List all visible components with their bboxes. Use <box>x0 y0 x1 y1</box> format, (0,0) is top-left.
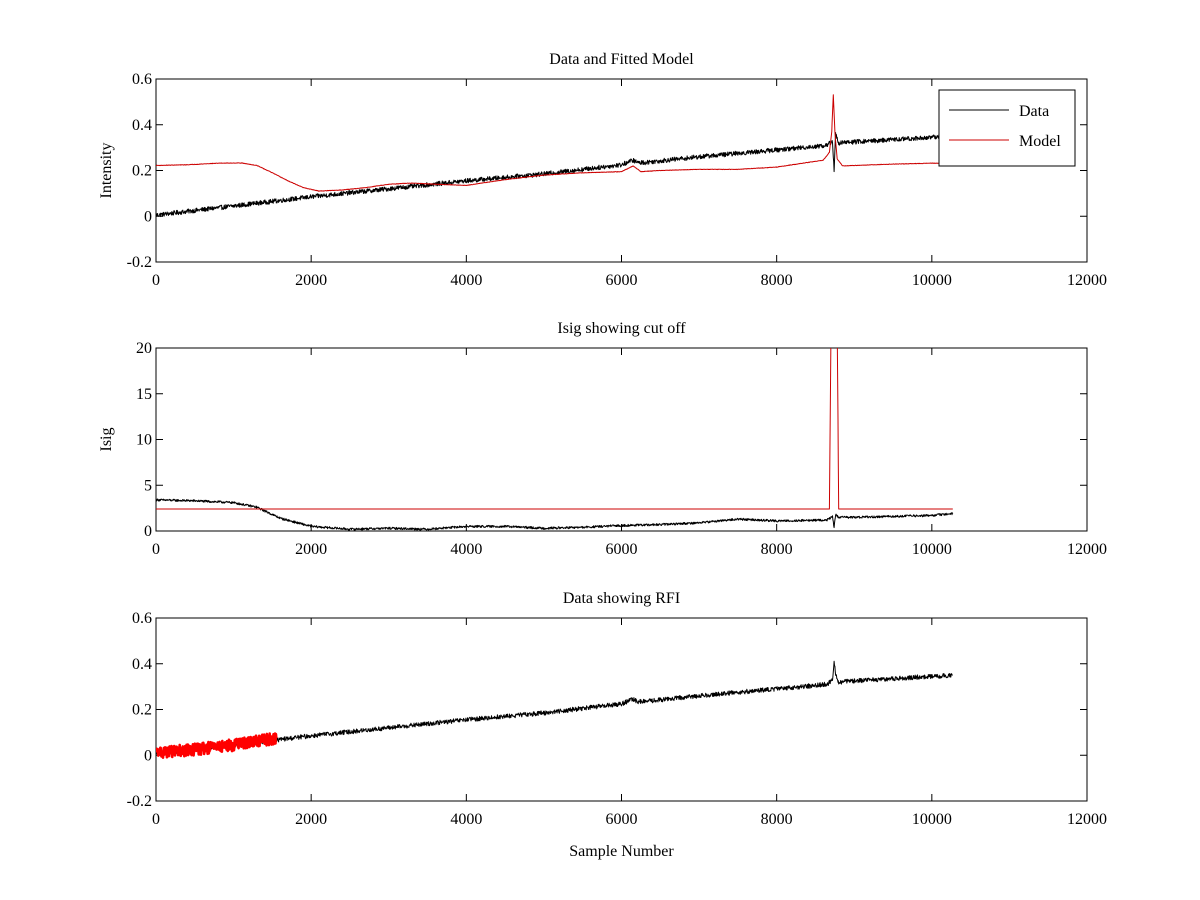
x-tick-label: 6000 <box>606 272 638 289</box>
legend-entry: Data <box>1019 103 1049 120</box>
x-tick-label: 8000 <box>761 541 793 558</box>
x-tick-label: 10000 <box>912 811 952 828</box>
plot-frame <box>155 617 1088 802</box>
series-line-model <box>156 94 953 192</box>
x-tick-label: 2000 <box>295 272 327 289</box>
y-tick-label: 0.6 <box>132 610 152 627</box>
x-tick-label: 0 <box>152 811 160 828</box>
x-tick-label: 8000 <box>761 272 793 289</box>
y-axis-label: Isig <box>98 428 115 452</box>
x-tick-label: 8000 <box>761 811 793 828</box>
y-tick-label: 0 <box>144 523 152 540</box>
x-tick-label: 0 <box>152 541 160 558</box>
series-line-rfi <box>156 732 278 759</box>
series-line-cut-off <box>156 348 953 510</box>
y-tick-label: 0.2 <box>132 163 152 180</box>
chart-title: Data and Fitted Model <box>549 51 694 68</box>
y-tick-label: -0.2 <box>127 254 152 271</box>
x-tick-label: 2000 <box>295 541 327 558</box>
x-axis-label: Sample Number <box>569 843 674 860</box>
x-tick-label: 2000 <box>295 811 327 828</box>
y-tick-label: 10 <box>136 432 152 449</box>
x-tick-label: 12000 <box>1067 811 1107 828</box>
y-tick-label: 15 <box>136 386 152 403</box>
y-tick-label: 20 <box>136 340 152 357</box>
y-tick-label: 0 <box>144 208 152 225</box>
x-tick-label: 0 <box>152 272 160 289</box>
legend: Data Model <box>938 89 1076 167</box>
legend-entry: Model <box>1019 133 1061 150</box>
y-tick-label: 0.4 <box>132 117 152 134</box>
chart-panel-1: Data and Fitted Model 0 2000 4000 6000 8000 10… <box>98 51 1107 289</box>
y-tick-label: 0.4 <box>132 656 152 673</box>
legend-box <box>938 89 1076 167</box>
chart-panel-3: Data showing RFI 0 2000 4000 6000 8000 10000 12… <box>127 590 1107 860</box>
x-tick-label: 4000 <box>450 541 482 558</box>
x-tick-label: 6000 <box>606 541 638 558</box>
plot-frame <box>155 347 1088 532</box>
x-tick-label: 10000 <box>912 272 952 289</box>
series-line-data <box>156 660 953 757</box>
y-tick-label: 5 <box>144 477 152 494</box>
y-tick-label: 0.6 <box>132 71 152 88</box>
x-tick-label: 4000 <box>450 272 482 289</box>
chart-title: Isig showing cut off <box>557 320 686 337</box>
x-tick-label: 12000 <box>1067 272 1107 289</box>
y-tick-label: 0.2 <box>132 702 152 719</box>
x-tick-label: 4000 <box>450 811 482 828</box>
x-tick-label: 6000 <box>606 811 638 828</box>
y-axis-label: Intensity <box>98 143 115 199</box>
series-line-isig <box>156 498 954 531</box>
y-tick-label: 0 <box>144 747 152 764</box>
y-tick-label: -0.2 <box>127 793 152 810</box>
x-tick-label: 12000 <box>1067 541 1107 558</box>
x-tick-label: 10000 <box>912 541 952 558</box>
chart-title: Data showing RFI <box>563 590 680 607</box>
